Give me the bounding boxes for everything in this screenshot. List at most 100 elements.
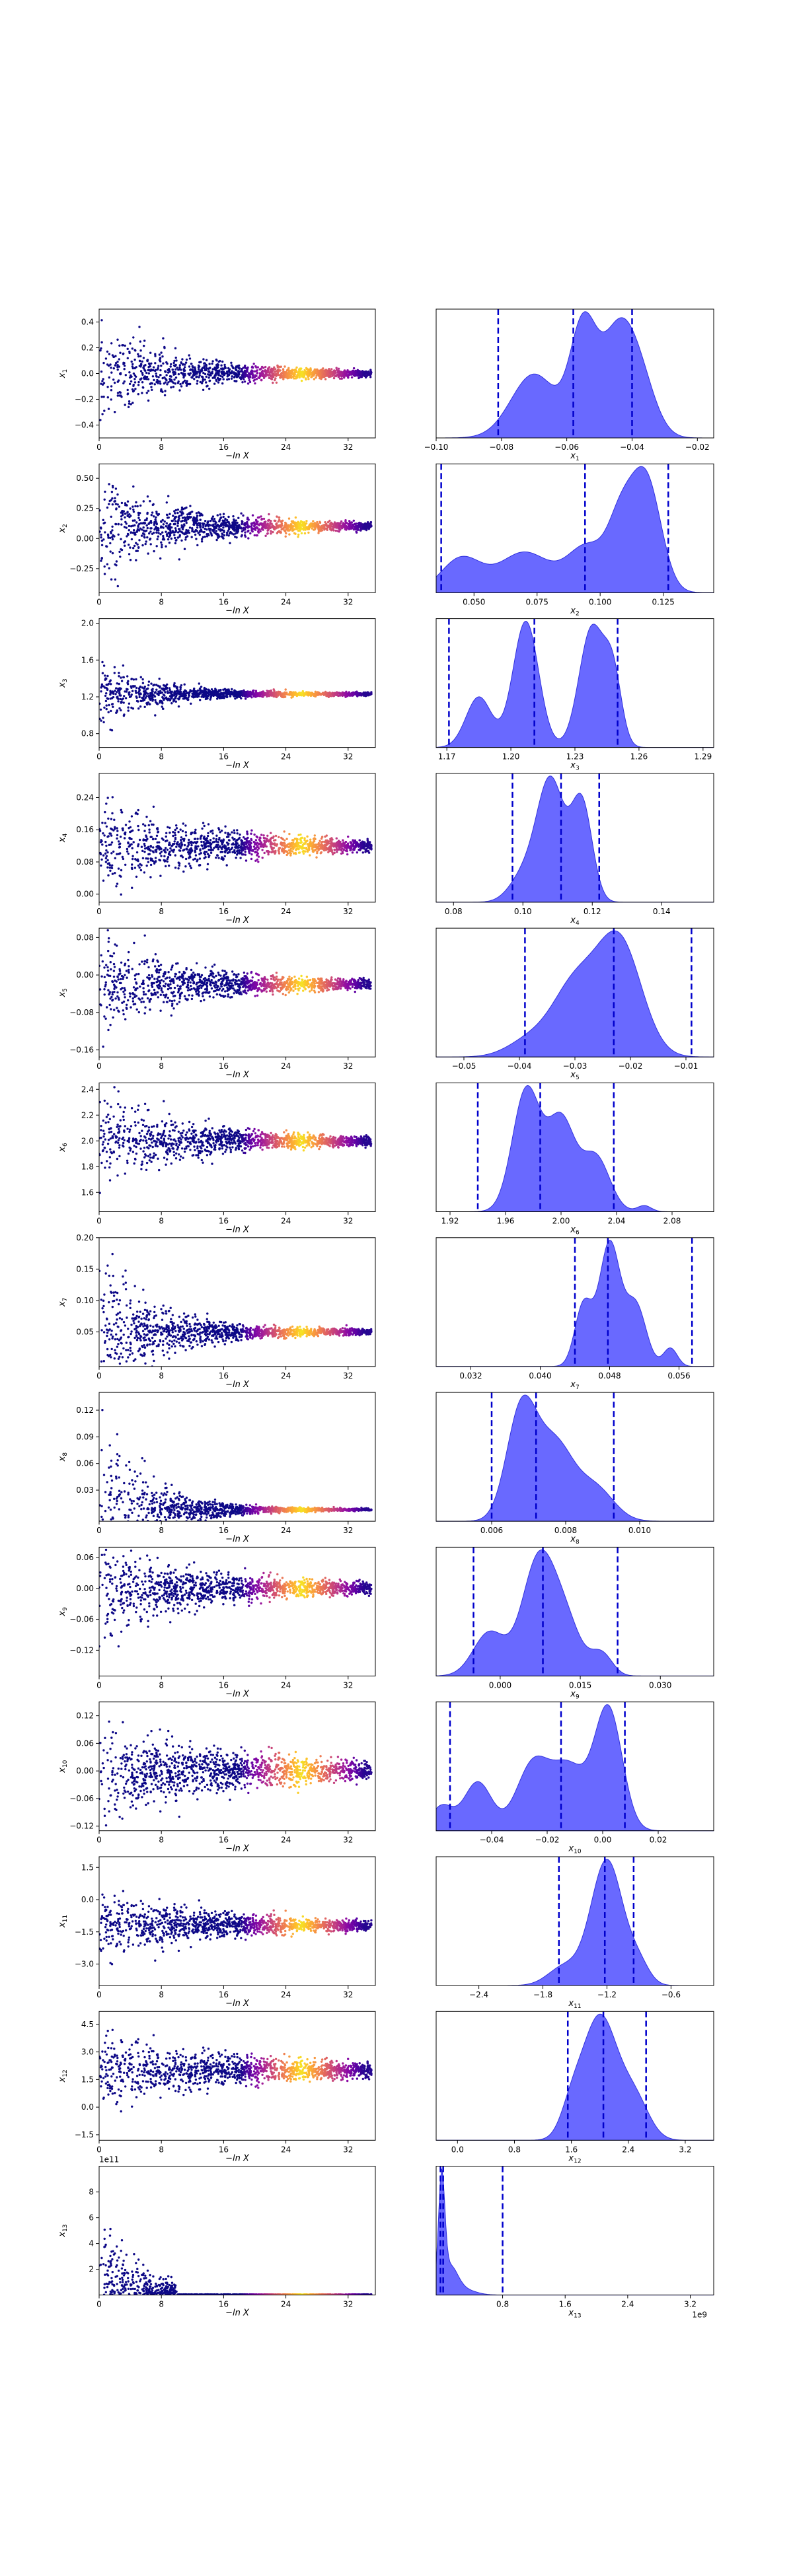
scatter-point <box>292 528 295 531</box>
scatter-point <box>143 344 145 347</box>
scatter-point <box>268 513 270 516</box>
scatter-point <box>202 841 205 843</box>
scatter-point <box>156 538 159 540</box>
scatter-point <box>331 374 334 376</box>
axes-frame <box>98 463 376 593</box>
scatter-point <box>121 511 124 515</box>
scatter-point <box>155 372 157 375</box>
scatter-point <box>203 522 206 525</box>
scatter-point <box>186 513 189 516</box>
scatter-point <box>205 359 208 361</box>
scatter-point <box>181 528 184 530</box>
scatter-point <box>120 808 122 812</box>
scatter-point <box>120 869 123 872</box>
scatter-point <box>324 521 326 524</box>
scatter-point <box>199 525 202 528</box>
scatter-point <box>209 524 212 526</box>
scatter-point <box>139 869 143 872</box>
scatter-point <box>176 382 180 384</box>
scatter-point <box>180 362 183 365</box>
scatter-point <box>129 342 132 345</box>
scatter-point <box>120 694 122 697</box>
scatter-point <box>148 532 151 535</box>
scatter-point <box>204 690 207 693</box>
scatter-point <box>99 708 102 711</box>
scatter-point <box>278 516 281 519</box>
scatter-point <box>306 835 309 838</box>
scatter-point <box>211 829 214 832</box>
scatter-point <box>293 377 295 380</box>
scatter-point <box>109 542 112 545</box>
scatter-point <box>233 380 236 382</box>
x-tick-label: 24 <box>281 752 291 762</box>
scatter-point <box>99 509 101 512</box>
scatter-point <box>340 526 344 528</box>
scatter-point <box>158 692 161 695</box>
scatter-point <box>133 519 136 522</box>
scatter-point <box>106 386 109 388</box>
scatter-point <box>198 857 202 860</box>
scatter-point <box>172 364 176 367</box>
scatter-point <box>154 849 157 851</box>
scatter-point <box>198 533 201 536</box>
scatter-point <box>111 525 114 528</box>
scatter-point <box>145 540 147 543</box>
scatter-point <box>192 523 195 526</box>
scatter-point <box>309 523 312 526</box>
scatter-point <box>179 828 182 831</box>
scatter-point <box>202 371 205 375</box>
scatter-point <box>102 832 104 835</box>
scatter-point <box>100 557 103 559</box>
scatter-point <box>260 371 263 373</box>
scatter-point <box>103 573 106 575</box>
scatter-point <box>229 833 231 836</box>
scatter-point <box>159 875 162 877</box>
scatter-point <box>180 684 183 687</box>
scatter-point <box>145 378 148 380</box>
scatter-point <box>126 388 129 392</box>
scatter-point <box>146 513 149 515</box>
scatter-point <box>283 365 286 368</box>
scatter-point <box>159 700 163 703</box>
scatter-point <box>241 375 244 377</box>
scatter-point <box>170 363 172 366</box>
scatter-point <box>238 524 241 528</box>
scatter-point <box>213 694 217 697</box>
scatter-point <box>143 705 146 709</box>
scatter-point <box>106 797 109 799</box>
scatter-point <box>126 847 129 851</box>
scatter-point <box>133 867 137 869</box>
scatter-point <box>267 853 270 856</box>
scatter-point <box>160 365 163 367</box>
scatter-point <box>246 525 248 528</box>
scatter-point <box>118 391 121 394</box>
scatter-point <box>258 372 262 375</box>
scatter-point <box>153 515 155 518</box>
scatter-point <box>161 691 164 694</box>
scatter-point <box>194 366 196 369</box>
scatter-point <box>153 531 155 534</box>
scatter-point <box>289 692 292 694</box>
scatter-point <box>151 369 153 372</box>
axes-frame <box>435 463 714 593</box>
scatter-point <box>100 539 104 542</box>
scatter-point <box>317 532 320 534</box>
scatter-point <box>184 697 188 699</box>
scatter-point <box>229 693 231 696</box>
scatter-point <box>332 376 336 380</box>
scatter-point <box>264 372 268 375</box>
scatter-point <box>337 694 340 698</box>
scatter-point <box>345 690 348 694</box>
scatter-point <box>131 388 134 391</box>
scatter-point <box>102 721 105 724</box>
scatter-point <box>145 524 148 527</box>
scatter-point <box>139 693 142 696</box>
scatter-point <box>145 392 148 394</box>
scatter-point <box>334 529 338 532</box>
scatter-point <box>187 696 190 699</box>
scatter-point <box>101 843 104 846</box>
scatter-point <box>307 845 310 847</box>
scatter-point <box>101 672 104 674</box>
scatter-point <box>359 526 363 529</box>
scatter-point <box>270 367 273 370</box>
